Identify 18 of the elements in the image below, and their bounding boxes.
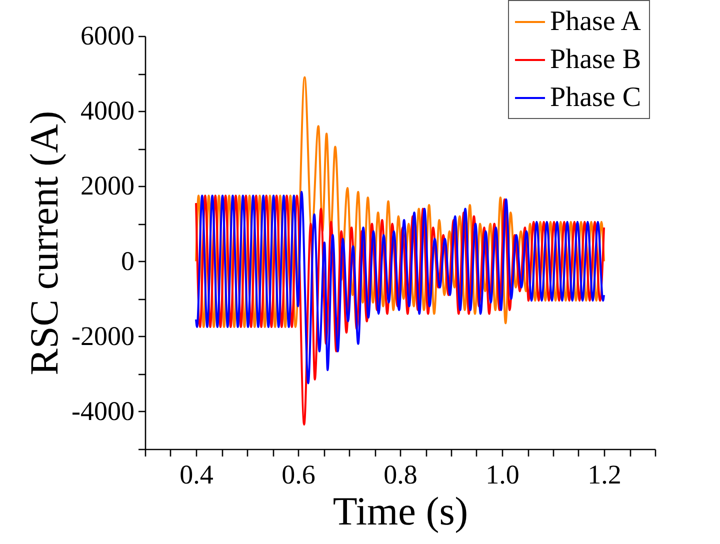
legend-label: Phase A: [550, 6, 642, 37]
y-axis-title: RSC current (A): [22, 110, 67, 376]
y-tick-label: 0: [121, 246, 134, 276]
x-axis-title: Time (s): [332, 488, 468, 534]
legend-label: Phase C: [550, 82, 641, 113]
y-tick-label: 4000: [80, 96, 134, 126]
y-tick-label: -2000: [72, 320, 134, 351]
y-tick-label: 2000: [80, 170, 134, 201]
y-tick-label: 6000: [80, 20, 134, 50]
x-tick-label: 0.8: [384, 460, 418, 490]
x-tick-label: 1.0: [486, 460, 520, 490]
legend-label: Phase B: [550, 44, 641, 75]
x-tick-label: 1.2: [588, 460, 622, 490]
line-series: [195, 190, 605, 384]
x-tick-label: 0.6: [282, 460, 316, 490]
y-tick-label: -4000: [72, 396, 134, 426]
line-series: [195, 194, 605, 426]
x-tick-label: 0.4: [180, 460, 214, 490]
